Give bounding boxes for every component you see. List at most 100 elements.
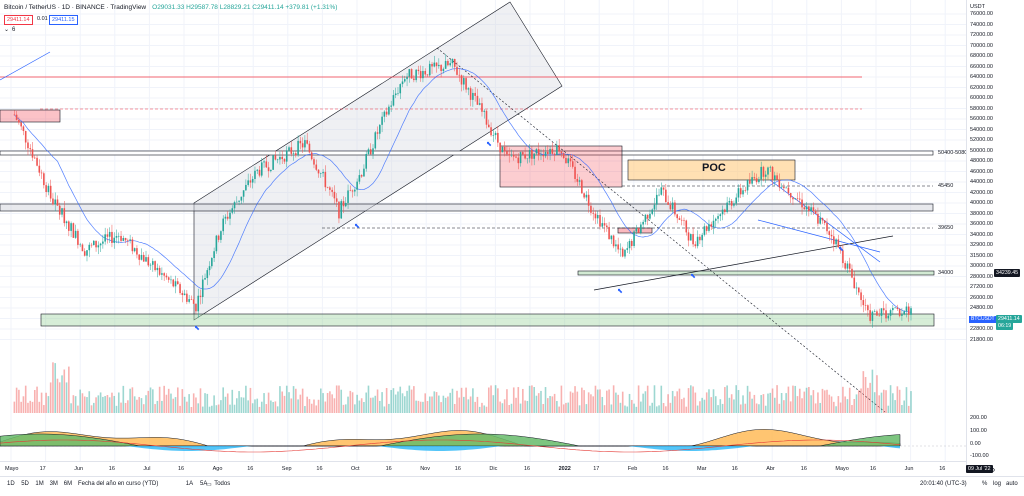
candle-body <box>853 277 856 289</box>
volume-bar <box>258 406 261 413</box>
volume-bar <box>117 392 120 413</box>
clock[interactable]: 20:01:40 (UTC-3) <box>920 481 967 487</box>
candle-body <box>392 95 395 106</box>
candle-body <box>542 154 545 157</box>
time-tick: 16 <box>870 466 877 472</box>
sell-price-box[interactable]: 29411.14 <box>4 15 33 25</box>
zone-50400-50800[interactable] <box>0 150 934 156</box>
volume-bar <box>667 394 669 413</box>
candle-body <box>249 180 252 183</box>
volume-bar <box>578 405 581 413</box>
volume-bar <box>544 387 547 413</box>
volume-bar <box>531 385 533 413</box>
candle-body <box>642 221 644 225</box>
volume-bar <box>528 385 531 413</box>
symbol-title[interactable]: Bitcoin / TetherUS · 1D · BINANCE · Trad… <box>4 4 147 11</box>
candle-body <box>138 254 140 260</box>
price-tick: 68000.00 <box>970 53 993 59</box>
candle-body <box>596 214 599 219</box>
volume-bar <box>669 402 672 413</box>
volume-bar <box>265 404 268 413</box>
candle-body <box>823 220 826 224</box>
volume-bar <box>583 390 585 413</box>
timeframe-button[interactable]: 5D <box>21 481 29 487</box>
level-label-45450: 45450 <box>938 183 954 189</box>
volume-bar <box>785 393 787 413</box>
candle-body <box>487 124 490 128</box>
volume-bar <box>426 401 429 413</box>
candle-body <box>186 293 188 302</box>
log-toggle[interactable]: log <box>993 481 1002 487</box>
candle-body <box>733 203 735 206</box>
candle-body <box>783 186 785 189</box>
settings-gear-icon[interactable]: ⚙ <box>990 468 996 474</box>
supply-zone-jan[interactable] <box>617 227 653 234</box>
candle-body <box>512 154 515 157</box>
blue-trendline-top-left[interactable] <box>0 51 51 81</box>
percent-toggle[interactable]: % <box>982 481 988 487</box>
poc-box[interactable] <box>627 159 796 181</box>
indicator-toggle[interactable]: ⌄ 6 <box>4 26 15 34</box>
candle-body <box>442 68 445 72</box>
demand-zone-29000[interactable] <box>40 313 935 327</box>
price-axis[interactable] <box>966 0 1024 470</box>
candle-body <box>764 174 767 177</box>
candle-body <box>651 209 654 214</box>
timeframe-button[interactable]: 3M <box>49 481 58 487</box>
crosshair-price-tag: 34239.45 <box>994 269 1021 277</box>
candle-body <box>79 244 81 246</box>
chevron-down-icon[interactable]: ⌄ <box>4 27 10 33</box>
volume-bar <box>435 392 438 413</box>
timeframe-button[interactable]: 1M <box>35 481 44 487</box>
buy-price-box[interactable]: 29411.15 <box>49 15 78 25</box>
candle-body <box>578 180 581 182</box>
candle-body <box>154 261 156 271</box>
volume-bar <box>33 389 36 413</box>
blue-trendline-2[interactable] <box>757 219 881 253</box>
volume-bar <box>133 396 136 413</box>
candle-body <box>256 169 259 171</box>
candle-body <box>680 219 683 221</box>
volume-bar <box>106 395 109 413</box>
bottom-toolbar <box>0 476 1024 496</box>
price-chart[interactable]: ⬉ ⬉ ⬉ ⬉ ⬉ ⬉ <box>0 0 966 461</box>
price-tick: 58000.00 <box>970 105 993 112</box>
timeframe-button[interactable]: Fecha del año en curso (YTD) <box>78 481 159 487</box>
ascending-trendline[interactable] <box>593 235 894 291</box>
candle-body <box>324 171 327 188</box>
supply-zone-may[interactable] <box>0 109 61 123</box>
price-tick: 28000.00 <box>970 273 993 280</box>
svg-text:⬉: ⬉ <box>486 140 492 148</box>
timeframe-button[interactable]: 1A <box>185 481 194 487</box>
volume-bar <box>61 375 63 413</box>
ascending-channel[interactable] <box>193 1 563 321</box>
time-tick: Nov <box>420 466 430 472</box>
timeframe-button[interactable]: 6M <box>63 481 73 487</box>
candle-body <box>490 127 492 136</box>
volume-bar <box>739 404 742 413</box>
candle-body <box>705 226 708 231</box>
candle-body <box>637 228 640 233</box>
candle-body <box>544 151 547 157</box>
timeframe-button[interactable]: 1D <box>7 481 15 487</box>
candle-body <box>558 145 560 152</box>
candle-body <box>907 306 910 315</box>
candle-body <box>265 161 268 168</box>
timeframe-button[interactable]: Todos <box>214 481 231 487</box>
auto-toggle[interactable]: auto <box>1006 481 1018 487</box>
calendar-icon[interactable]: ▭ <box>206 482 212 488</box>
volume-bar <box>170 393 172 413</box>
volume-bar <box>803 391 806 413</box>
time-axis[interactable] <box>0 461 966 474</box>
volume-bar <box>730 394 733 413</box>
candle-body <box>758 179 760 183</box>
zone-34000[interactable] <box>577 270 935 276</box>
volume-bar <box>537 393 540 413</box>
zone-42000[interactable] <box>0 203 934 212</box>
descending-trendline-dashed[interactable] <box>436 47 886 413</box>
volume-bar <box>882 389 885 413</box>
timeframe-button[interactable]: 5A <box>200 481 208 487</box>
price-tick: 50000.00 <box>970 147 993 154</box>
volume-bar <box>880 392 883 413</box>
candle-body <box>145 257 147 262</box>
